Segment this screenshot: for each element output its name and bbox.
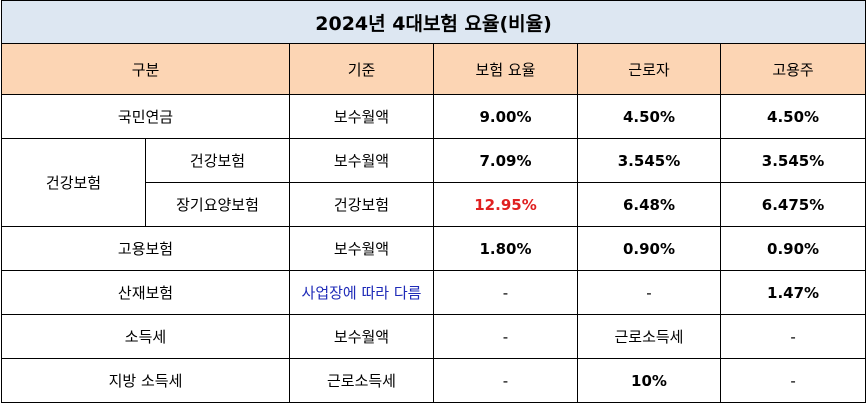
basis-ltc: 건강보험: [289, 182, 434, 227]
table-title: 2024년 4대보험 요율(비율): [0, 0, 866, 44]
worker-income-tax: 근로소득세: [577, 314, 721, 359]
worker-accident: -: [577, 270, 721, 315]
basis-accident: 사업장에 따라 다름: [289, 270, 434, 315]
employer-ltc: 6.475%: [719, 182, 866, 227]
header-basis: 기준: [289, 43, 434, 95]
header-worker: 근로자: [577, 43, 721, 95]
employer-local-tax: -: [719, 358, 866, 403]
header-category: 구분: [1, 43, 290, 95]
row-group-health: 건강보험: [1, 138, 146, 227]
row-label-pension: 국민연금: [1, 94, 290, 139]
table-row: 산재보험 사업장에 따라 다름 - - 1.47%: [1, 270, 866, 315]
worker-health: 3.545%: [577, 138, 721, 183]
table-row: 장기요양보험 건강보험 12.95% 6.48% 6.475%: [2, 182, 866, 227]
worker-local-tax: 10%: [577, 358, 721, 403]
header-rate: 보험 요율: [433, 43, 578, 95]
table-row: 소득세 보수월액 - 근로소득세 -: [1, 314, 866, 359]
basis-pension: 보수월액: [289, 94, 434, 139]
rate-ltc: 12.95%: [433, 182, 578, 227]
row-label-health: 건강보험: [145, 138, 290, 183]
employer-pension: 4.50%: [719, 94, 866, 139]
header-employer: 고용주: [719, 43, 866, 95]
basis-income-tax: 보수월액: [289, 314, 434, 359]
row-label-employment: 고용보험: [1, 226, 290, 271]
rate-employment: 1.80%: [433, 226, 578, 271]
row-label-income-tax: 소득세: [1, 314, 290, 359]
basis-local-tax: 근로소득세: [289, 358, 434, 403]
employer-income-tax: -: [719, 314, 866, 359]
basis-employment: 보수월액: [289, 226, 434, 271]
rate-income-tax: -: [433, 314, 578, 359]
table-row: 고용보험 보수월액 1.80% 0.90% 0.90%: [1, 226, 866, 271]
basis-health: 보수월액: [289, 138, 434, 183]
table-row: 건강보험 건강보험 보수월액 7.09% 3.545% 3.545%: [1, 138, 866, 227]
worker-pension: 4.50%: [577, 94, 721, 139]
worker-ltc: 6.48%: [577, 182, 721, 227]
row-label-accident: 산재보험: [1, 270, 290, 315]
rate-pension: 9.00%: [433, 94, 578, 139]
table-row: 국민연금 보수월액 9.00% 4.50% 4.50%: [1, 94, 866, 139]
rate-local-tax: -: [433, 358, 578, 403]
worker-employment: 0.90%: [577, 226, 721, 271]
rate-health: 7.09%: [433, 138, 578, 183]
rate-accident: -: [433, 270, 578, 315]
table-row: 지방 소득세 근로소득세 - 10% -: [1, 358, 866, 403]
employer-employment: 0.90%: [719, 226, 866, 271]
row-label-local-tax: 지방 소득세: [1, 358, 290, 403]
employer-accident: 1.47%: [719, 270, 866, 315]
employer-health: 3.545%: [719, 138, 866, 183]
row-label-ltc: 장기요양보험: [145, 182, 290, 227]
